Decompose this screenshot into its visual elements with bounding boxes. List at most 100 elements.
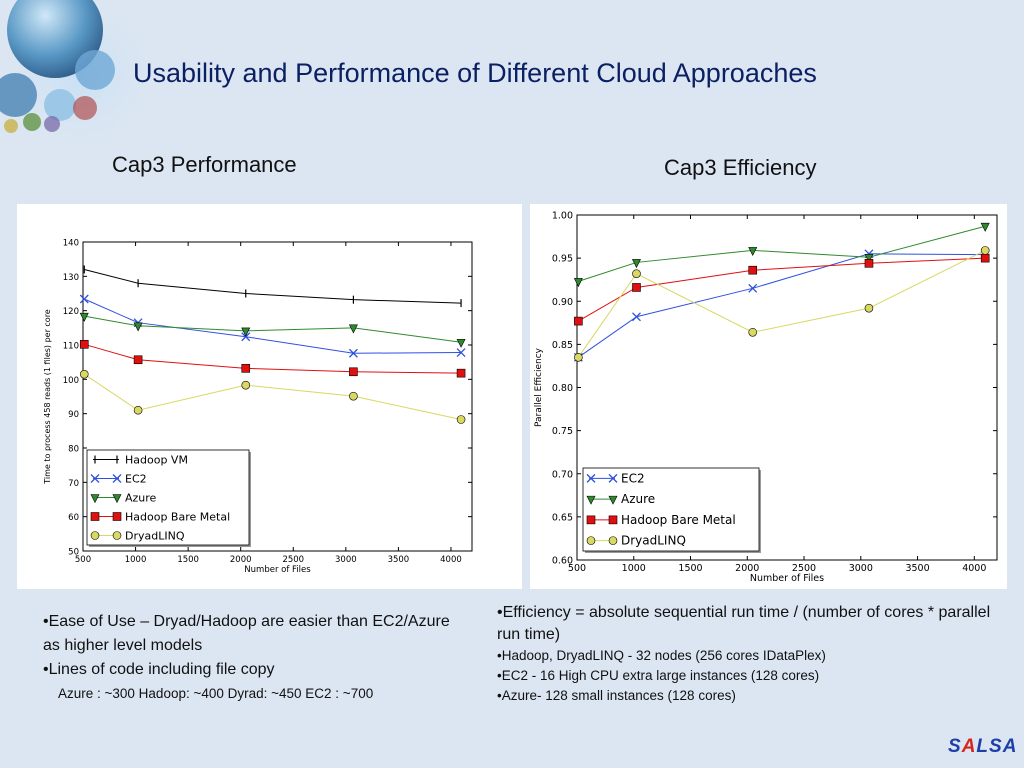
data-point bbox=[980, 253, 990, 263]
azure-config-note: •Azure- 128 small instances (128 cores) bbox=[497, 688, 736, 703]
series-hadoop-vm bbox=[83, 265, 462, 308]
series-hadoop-bare-metal bbox=[574, 253, 990, 326]
legend-marker bbox=[586, 515, 596, 525]
data-point bbox=[573, 278, 583, 288]
x-tick-label: 500 bbox=[568, 563, 586, 574]
data-point bbox=[632, 283, 641, 292]
logo-letter: S bbox=[989, 736, 1003, 757]
x-tick-label: 4000 bbox=[962, 563, 986, 574]
left-notes: •Ease of Use – Dryad/Hadoop are easier t… bbox=[43, 610, 463, 706]
corner-globe-decoration bbox=[0, 0, 160, 150]
legend-marker bbox=[608, 515, 618, 525]
legend-label: EC2 bbox=[621, 471, 645, 485]
x-tick-label: 1000 bbox=[622, 563, 646, 574]
y-axis-label: Time to process 458 reads (1 files) per … bbox=[43, 309, 52, 485]
logo-letter: A bbox=[1002, 736, 1018, 757]
y-tick-label: 1.00 bbox=[552, 211, 573, 222]
legend-marker bbox=[90, 474, 100, 483]
y-tick-label: 0.60 bbox=[552, 556, 573, 567]
series-azure bbox=[79, 312, 466, 348]
y-tick-label: 0.65 bbox=[552, 512, 573, 523]
legend-marker bbox=[112, 512, 122, 521]
y-tick-label: 50 bbox=[68, 548, 79, 558]
legend-label: Hadoop Bare Metal bbox=[125, 511, 230, 524]
x-tick-label: 1000 bbox=[125, 555, 147, 565]
legend-label: EC2 bbox=[125, 473, 147, 486]
slide-title: Usability and Performance of Different C… bbox=[133, 58, 817, 88]
legend-marker bbox=[608, 473, 618, 483]
logo-letter: A bbox=[961, 736, 977, 757]
data-point bbox=[864, 303, 874, 313]
legend: Hadoop VM EC2 Azure Hadoop Bare Metal DryadL… bbox=[86, 449, 251, 547]
series-line bbox=[84, 268, 462, 304]
x-axis-label: Number of Files bbox=[750, 573, 824, 584]
x-tick-label: 2000 bbox=[230, 555, 252, 565]
series-line bbox=[578, 253, 986, 358]
x-tick-label: 3500 bbox=[388, 555, 410, 565]
legend-label: Azure bbox=[125, 492, 157, 505]
data-point bbox=[348, 324, 358, 334]
series-azure bbox=[573, 222, 990, 288]
legend-marker bbox=[112, 494, 122, 504]
data-point bbox=[241, 364, 251, 373]
efficiency-chart-heading: Cap3 Efficiency bbox=[664, 155, 817, 180]
data-point bbox=[864, 253, 874, 263]
data-point bbox=[349, 391, 358, 401]
x-tick-label: 2000 bbox=[735, 563, 759, 574]
y-tick-label: 0.75 bbox=[552, 426, 573, 437]
efficiency-definition-note: •Efficiency = absolute sequential run ti… bbox=[497, 604, 991, 643]
salsa-logo: SALSA bbox=[948, 736, 1017, 758]
data-point bbox=[79, 294, 89, 304]
series-ec2 bbox=[79, 294, 466, 358]
legend-marker bbox=[608, 495, 618, 505]
ease-of-use-note: •Ease of Use – Dryad/Hadoop are easier t… bbox=[43, 613, 450, 654]
data-point bbox=[241, 380, 251, 390]
legend: EC2 Azure Hadoop Bare Metal DryadLINQ bbox=[582, 467, 761, 553]
data-point bbox=[631, 259, 641, 269]
performance-chart: 500 1000 1500 2000 2500 3000 3500 4000 50 60 70 80 9… bbox=[43, 239, 473, 575]
data-point bbox=[632, 312, 641, 322]
logo-letter: L bbox=[976, 736, 990, 757]
efficiency-chart-panel: 500 1000 1500 2000 2500 3000 3500 4000 0.60 0.65 0… bbox=[530, 204, 1007, 589]
data-point bbox=[456, 338, 466, 348]
series-hadoop-bare-metal bbox=[79, 340, 466, 378]
x-tick-label: 2500 bbox=[282, 555, 304, 565]
data-point bbox=[241, 332, 251, 342]
series-dryadlinq bbox=[79, 369, 466, 424]
y-tick-label: 90 bbox=[68, 410, 79, 420]
series-line bbox=[577, 249, 986, 358]
right-notes: •Efficiency = absolute sequential run ti… bbox=[497, 602, 1017, 706]
x-tick-label: 4000 bbox=[440, 555, 462, 565]
legend-label: Azure bbox=[621, 492, 655, 506]
y-tick-label: 110 bbox=[63, 342, 79, 352]
ec2-config-note: •EC2 - 16 High CPU extra large instances… bbox=[497, 668, 820, 683]
legend-label: DryadLINQ bbox=[125, 530, 185, 543]
legend-marker bbox=[586, 536, 596, 545]
legend-marker bbox=[112, 474, 122, 483]
x-tick-label: 3000 bbox=[335, 555, 357, 565]
data-point bbox=[241, 327, 251, 337]
legend-marker bbox=[586, 473, 596, 483]
performance-chart-heading: Cap3 Performance bbox=[112, 152, 297, 177]
x-tick-label: 2500 bbox=[792, 563, 816, 574]
y-tick-label: 140 bbox=[63, 239, 79, 249]
data-point bbox=[632, 269, 641, 278]
data-point bbox=[456, 415, 466, 424]
data-point bbox=[748, 328, 758, 337]
lines-of-code-note: •Lines of code including file copy bbox=[43, 661, 275, 678]
performance-chart-panel: 500 1000 1500 2000 2500 3000 3500 4000 50 60 70 80 9… bbox=[17, 204, 522, 589]
data-point bbox=[980, 246, 990, 255]
x-tick-label: 3000 bbox=[849, 563, 873, 574]
logo-letter: S bbox=[948, 736, 962, 757]
legend-label: DryadLINQ bbox=[621, 534, 686, 548]
y-tick-label: 120 bbox=[63, 307, 79, 317]
lines-of-code-detail: Azure : ~300 Hadoop: ~400 Dyrad: ~450 EC… bbox=[58, 686, 374, 701]
y-tick-label: 130 bbox=[63, 273, 79, 283]
data-point bbox=[748, 265, 758, 275]
data-point bbox=[574, 353, 583, 362]
legend-marker bbox=[90, 512, 100, 521]
x-tick-label: 3500 bbox=[905, 563, 929, 574]
legend-marker bbox=[90, 531, 100, 540]
data-point bbox=[349, 367, 358, 377]
x-tick-label: 500 bbox=[75, 555, 91, 565]
